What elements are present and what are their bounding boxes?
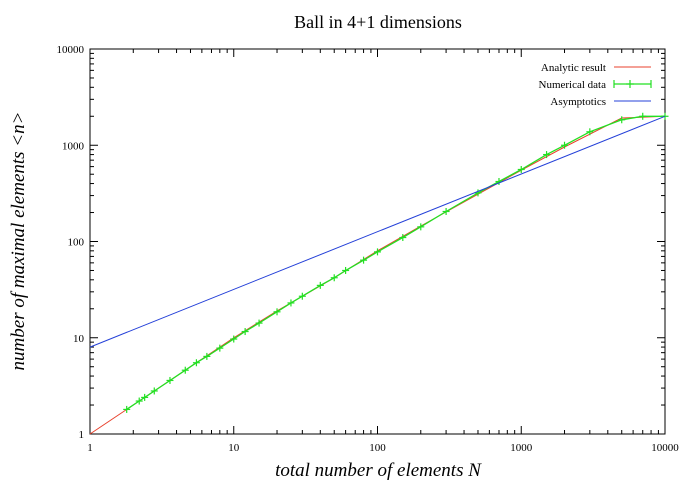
chart-title: Ball in 4+1 dimensions (294, 12, 462, 32)
y-axis-label: number of maximal elements <n> (8, 112, 29, 371)
data-point (561, 141, 569, 149)
data-point (586, 128, 594, 136)
data-point (374, 248, 381, 256)
data-point (342, 266, 350, 274)
data-point (141, 393, 149, 401)
data-point (399, 234, 407, 242)
x-tick-label: 1000 (510, 442, 533, 454)
y-tick-label: 10000 (57, 44, 85, 56)
data-point (241, 328, 249, 336)
x-tick-label: 10000 (651, 442, 679, 454)
data-point (273, 308, 281, 316)
y-axis: 1 10 100 1000 10000 (57, 44, 665, 441)
data-point (135, 397, 143, 405)
data-point (360, 256, 368, 264)
data-point (123, 405, 131, 413)
data-point (417, 223, 425, 231)
data-point (192, 359, 200, 367)
y-tick-label: 1 (79, 429, 85, 441)
legend-entry-analytic: Analytic result (541, 62, 651, 74)
y-tick-label: 10 (73, 333, 85, 345)
data-point (203, 352, 211, 360)
plot-area: 1 10 100 1000 10000 1 10 100 1000 10000 (57, 44, 680, 454)
y-tick-label: 100 (68, 237, 85, 249)
legend-swatch-numerical (613, 80, 652, 88)
legend-entry-asymptotics: Asymptotics (550, 96, 651, 108)
x-tick-label: 100 (369, 442, 386, 454)
data-point (543, 151, 551, 159)
data-point (330, 274, 338, 282)
legend-label-analytic: Analytic result (541, 62, 606, 74)
legend-label-asymptotics: Asymptotics (550, 96, 606, 108)
x-axis: 1 10 100 1000 10000 (87, 49, 679, 454)
data-point (166, 376, 174, 384)
data-point (517, 165, 525, 173)
x-tick-label: 10 (228, 442, 240, 454)
x-axis-label: total number of elements N (275, 460, 482, 481)
data-point (639, 112, 647, 120)
legend-entry-numerical: Numerical data (539, 79, 652, 91)
legend-label-numerical: Numerical data (539, 79, 607, 91)
legend: Analytic result Numerical data Asymptoti… (539, 62, 652, 108)
data-point (618, 116, 626, 124)
data-point (474, 189, 482, 197)
data-point (661, 112, 669, 120)
data-point (287, 299, 295, 307)
data-point (442, 207, 450, 215)
series-line-analytic-result (89, 115, 666, 435)
x-tick-label: 1 (87, 442, 93, 454)
data-point (316, 281, 324, 289)
y-tick-label: 1000 (62, 140, 85, 152)
data-point (216, 344, 224, 352)
series-layer (89, 112, 669, 435)
data-point (150, 387, 158, 395)
data-point (298, 292, 306, 300)
series-line-asymptotics (89, 115, 666, 348)
data-point (255, 319, 263, 327)
data-point (230, 335, 238, 343)
series-line-numerical-data (126, 115, 665, 410)
data-point (181, 366, 189, 374)
